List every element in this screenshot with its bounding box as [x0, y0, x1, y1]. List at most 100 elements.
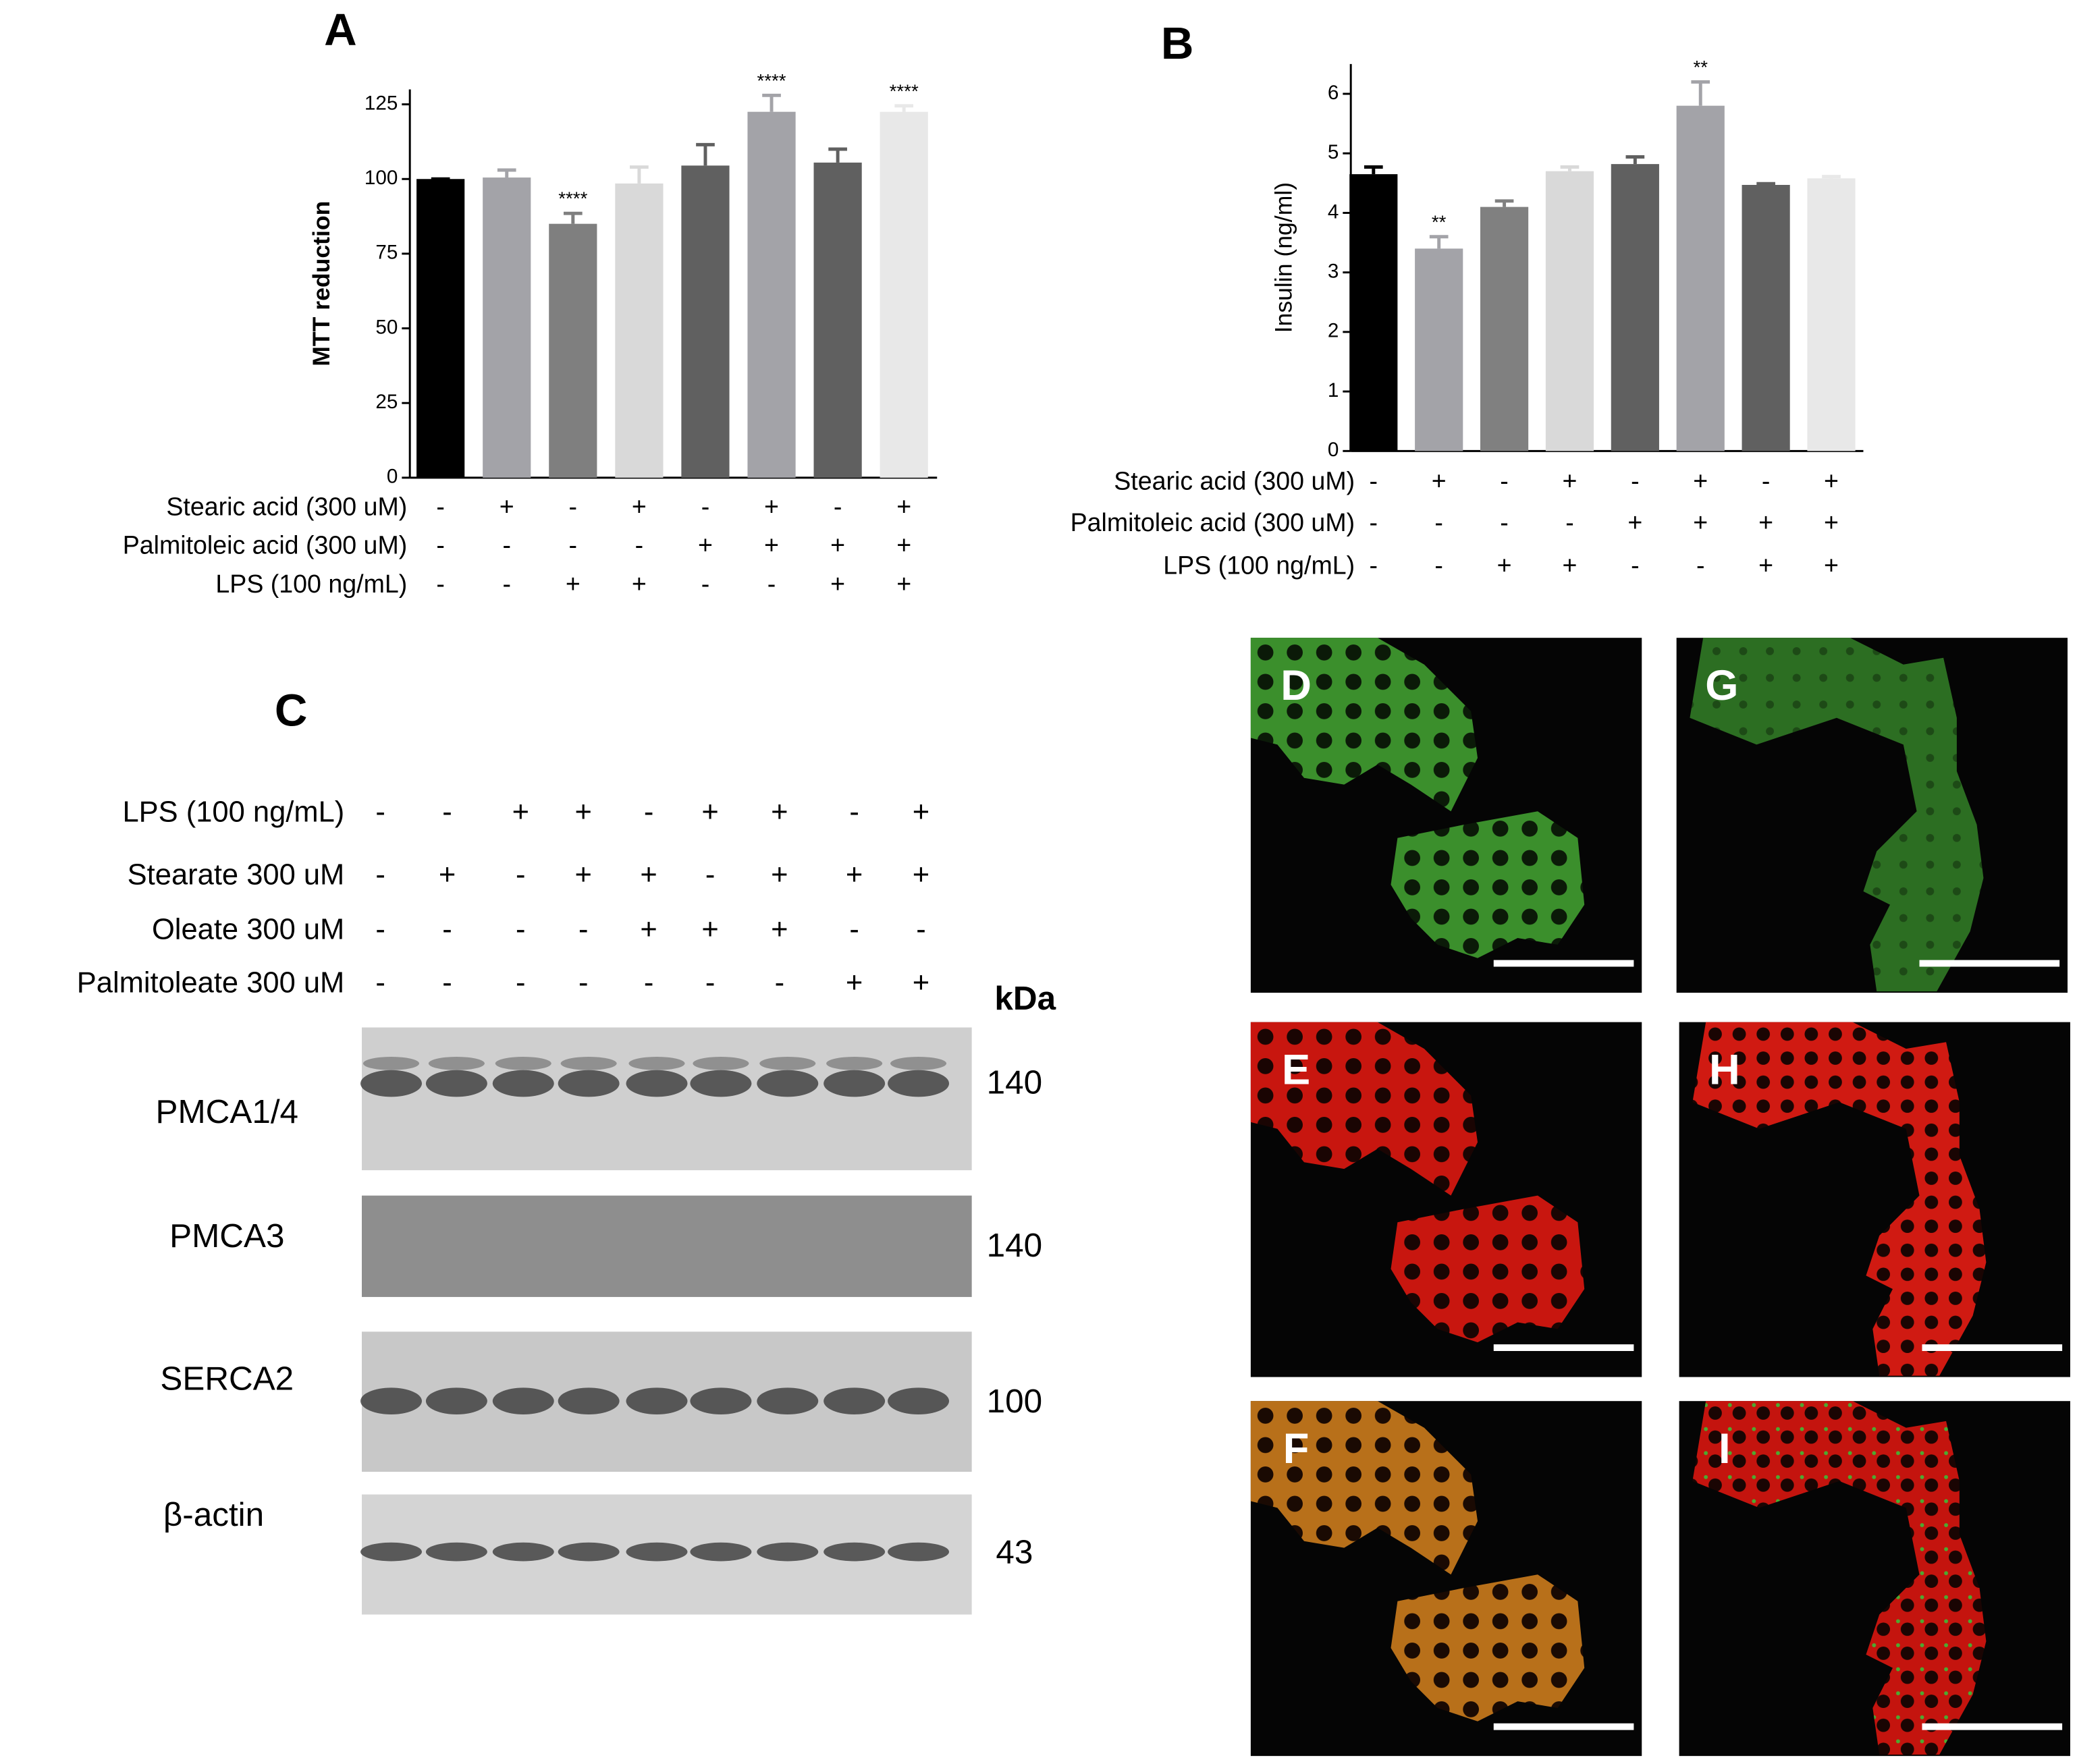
condition-mark: - [1434, 508, 1443, 536]
error-bar [1429, 235, 1449, 249]
condition-mark: + [1693, 508, 1708, 536]
bar [416, 179, 465, 478]
condition-mark: - [502, 531, 511, 559]
blot-band [824, 1542, 886, 1562]
cell-cluster [1250, 638, 1585, 958]
condition-mark: + [1693, 467, 1708, 495]
condition-label: Stearate 300 uM [128, 859, 345, 891]
condition-label: LPS (100 ng/mL) [215, 570, 407, 598]
error-bar [1822, 175, 1841, 179]
error-bar [1691, 80, 1710, 106]
condition-mark: + [846, 967, 863, 999]
error-bar [894, 104, 914, 112]
y-tick-label: 5 [1328, 141, 1339, 163]
blot-band [560, 1057, 617, 1070]
bar [483, 177, 531, 478]
condition-mark: - [1565, 508, 1574, 536]
error-bar [1756, 182, 1775, 186]
bar [1807, 178, 1856, 451]
bar-chart: A MTT reduction 0 25 50 75 100 125 **** **** **** S… [123, 5, 938, 598]
blot-name: PMCA3 [169, 1217, 284, 1255]
condition-mark: + [896, 531, 911, 559]
error-bar [828, 147, 847, 163]
micrograph: D [1250, 638, 1642, 993]
blot-size: 43 [996, 1534, 1033, 1571]
micrograph: H [1679, 1022, 2070, 1377]
condition-label: Palmitoleic acid (300 uM) [1071, 508, 1355, 536]
blot-band [693, 1057, 749, 1070]
condition-label: Stearic acid (300 uM) [1114, 467, 1355, 495]
blot-band [757, 1542, 819, 1562]
blot-size: 100 [987, 1383, 1042, 1420]
bar [681, 165, 730, 478]
blot-band [757, 1070, 819, 1097]
y-tick-label: 6 [1328, 82, 1339, 104]
significance-label: **** [558, 188, 587, 209]
micrograph-label: D [1280, 662, 1312, 709]
blot-band [690, 1070, 752, 1097]
condition-mark: + [913, 796, 929, 829]
error-bar [563, 211, 583, 224]
condition-mark: - [442, 967, 452, 999]
condition-mark: - [436, 492, 445, 520]
condition-mark: - [516, 914, 525, 946]
condition-mark: - [502, 570, 511, 598]
blot-band [690, 1387, 752, 1414]
blot-band [425, 1387, 487, 1414]
condition-mark: - [644, 967, 653, 999]
condition-label: Oleate 300 uM [152, 914, 344, 946]
bar [549, 223, 597, 478]
condition-mark: - [578, 914, 589, 946]
condition-mark: + [771, 859, 788, 891]
condition-mark: - [436, 531, 445, 559]
cell-cluster [1250, 1022, 1585, 1343]
condition-mark: + [1497, 551, 1512, 579]
condition-mark: + [1758, 508, 1773, 536]
micrograph: E [1250, 1022, 1642, 1377]
condition-label: LPS (100 ng/mL) [122, 796, 344, 829]
condition-mark: - [635, 531, 644, 559]
condition-mark: + [640, 859, 657, 891]
blot-band [360, 1542, 422, 1562]
y-tick-label: 3 [1328, 260, 1339, 283]
condition-mark: - [705, 967, 716, 999]
y-axis-label: Insulin (ng/ml) [1270, 182, 1297, 333]
cell-cluster [1690, 638, 1984, 992]
blot-band [888, 1387, 950, 1414]
blot-band [428, 1057, 485, 1070]
condition-mark: + [1824, 467, 1839, 495]
condition-mark: + [1432, 467, 1447, 495]
condition-mark: - [436, 570, 445, 598]
condition-mark: + [896, 492, 911, 520]
significance-label: ** [1432, 211, 1447, 232]
condition-mark: - [916, 914, 926, 946]
condition-mark: - [1370, 467, 1378, 495]
micrograph-label: I [1719, 1425, 1731, 1472]
bar [1545, 171, 1594, 451]
blot-name: SERCA2 [160, 1360, 294, 1398]
condition-mark: + [896, 570, 911, 598]
condition-mark: - [701, 570, 710, 598]
condition-mark: + [913, 859, 929, 891]
condition-mark: + [701, 796, 718, 829]
bar [1480, 206, 1529, 451]
y-tick-label: 2 [1328, 320, 1339, 342]
error-bar [1364, 165, 1383, 175]
blot-band [626, 1070, 688, 1097]
condition-mark: - [375, 796, 385, 829]
condition-mark: - [701, 492, 710, 520]
condition-mark: + [1824, 551, 1839, 579]
bar [1349, 174, 1398, 451]
condition-mark: + [632, 570, 647, 598]
cell-cluster [1692, 1401, 1987, 1755]
blot-band [495, 1057, 551, 1070]
condition-label: LPS (100 ng/mL) [1163, 551, 1355, 579]
micrograph-label: H [1709, 1046, 1740, 1093]
condition-mark: - [442, 914, 452, 946]
bar [1611, 164, 1659, 451]
error-bar [762, 93, 781, 112]
blot-name: PMCA1/4 [156, 1093, 298, 1130]
blot-name: β-actin [163, 1496, 264, 1533]
condition-label: Stearic acid (300 uM) [166, 492, 407, 520]
